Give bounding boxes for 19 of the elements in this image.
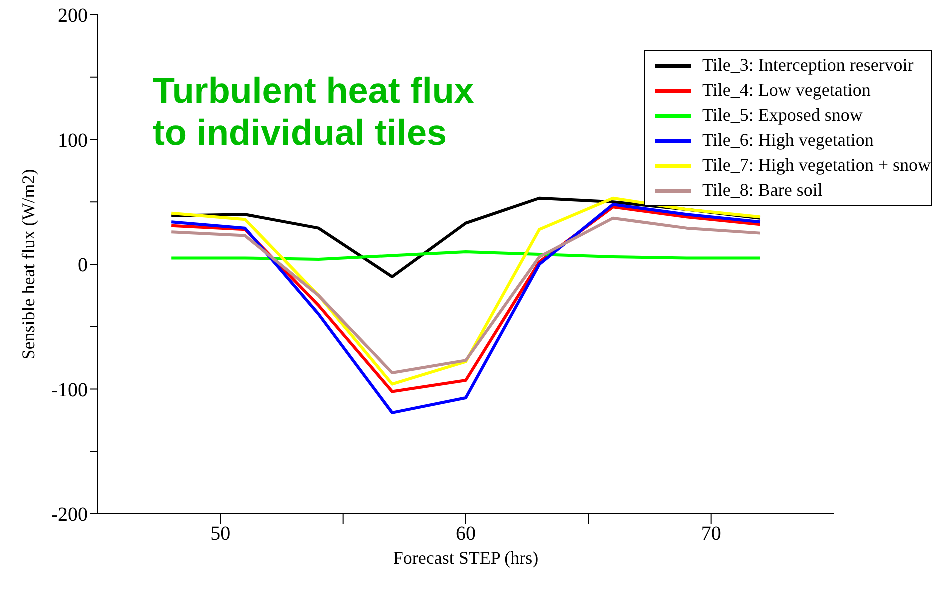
y-tick-label: -100 <box>51 379 88 402</box>
line-series <box>170 250 762 262</box>
legend-label: Tile_3: Interception reservoir <box>702 55 914 76</box>
legend-label: Tile_8: Bare soil <box>702 180 823 201</box>
legend-label: Tile_5: Exposed snow <box>702 105 863 126</box>
y-tick-label: 200 <box>58 5 88 28</box>
x-tick-label: 70 <box>701 523 722 546</box>
x-axis-title: Forecast STEP (hrs) <box>393 548 539 568</box>
y-tick-label: 0 <box>78 254 88 277</box>
x-tick-label: 60 <box>456 523 476 546</box>
y-axis-title: Sensible heat flux (W/m2) <box>18 169 38 360</box>
annotation: Turbulent heat flux to individual tiles <box>153 70 476 154</box>
y-tick-label: -200 <box>51 504 88 526</box>
line-series <box>170 216 762 375</box>
legend-label: Tile_7: High vegetation + snow <box>702 155 931 176</box>
x-tick-label: 50 <box>210 523 231 546</box>
legend-label: Tile_6: High vegetation <box>702 130 874 151</box>
legend-label: Tile_4: Low vegetation <box>702 80 871 101</box>
y-tick-label: 100 <box>58 130 88 152</box>
